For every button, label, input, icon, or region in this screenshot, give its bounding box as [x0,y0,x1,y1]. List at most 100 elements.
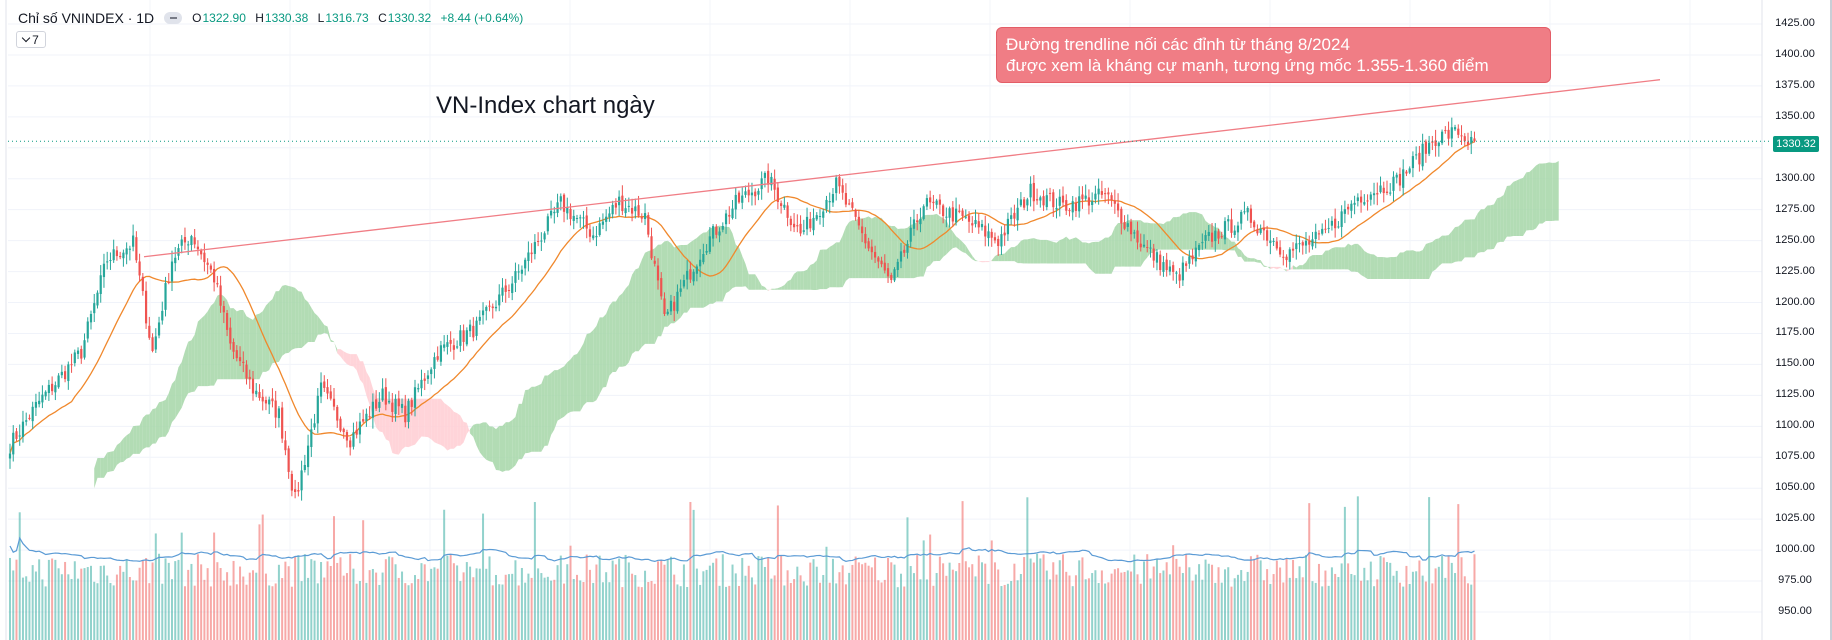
volume-bar [307,577,310,640]
ichimoku-cloud-segment [820,249,824,290]
resistance-trendline [143,79,1661,258]
volume-bar [906,517,909,640]
volume-bar [106,575,109,640]
candle-body [1359,196,1363,203]
volume-bar [893,564,896,640]
ichimoku-cloud-segment [230,308,234,380]
ichimoku-cloud-segment [265,301,270,372]
volume-bar [653,583,656,640]
volume-bar [608,582,611,640]
candle-body [663,298,666,314]
volume-bar [1019,573,1022,640]
ichimoku-cloud-segment [1043,239,1047,264]
volume-bar [1091,573,1094,640]
volume-bar [1155,559,1158,640]
candle-body [300,470,303,491]
volume-bar [9,557,11,640]
ichimoku-cloud-segment [1144,222,1148,262]
volume-bar [1379,556,1382,640]
ichimoku-cloud-segment [816,249,820,290]
candle-body [144,290,148,324]
candle-body [491,306,494,309]
candle-body [1159,254,1162,271]
volume-bar [1224,569,1226,640]
candle-body [997,238,1000,247]
price-tick-label: 1025.00 [1775,512,1815,525]
volume-bar [125,558,128,640]
volume-bar [1343,506,1346,640]
ichimoku-cloud-segment [233,308,237,380]
candle-body [880,260,883,265]
volume-bar [786,570,789,640]
volume-bar [1308,503,1311,640]
candle-body [822,211,825,218]
volume-bar [1220,582,1223,640]
candle-body [812,217,815,231]
ichimoku-cloud-segment [946,220,950,255]
candle-body [1424,141,1427,154]
ichimoku-cloud-segment [204,311,208,387]
volume-bar [255,572,258,640]
volume-bar [1450,562,1453,640]
ohlc-values: O1322.90 H1330.38 L1316.73 C1330.32 +8.4… [192,11,523,25]
volume-bar [1428,497,1431,640]
candle-body [89,313,93,323]
candle-body [893,269,896,281]
candle-body [1440,131,1444,144]
ichimoku-cloud-segment [842,226,846,288]
volume-bar [1104,583,1107,640]
volume-bar [1431,583,1434,640]
candle-body [656,265,660,281]
candle-body [1295,243,1298,250]
candle-body [562,194,566,212]
volume-bar [423,564,426,640]
candle-body [705,250,708,253]
volume-bar [527,573,530,640]
ichimoku-cloud-segment [181,350,185,408]
volume-bar [1081,557,1084,640]
ichimoku-cloud-segment [146,414,150,448]
volume-bar [1330,567,1333,640]
candle-body [1227,219,1230,222]
candle-body [148,325,151,338]
candle-body [258,392,261,398]
volume-bar [900,573,902,640]
ichimoku-cloud-segment [985,261,989,263]
volume-bar [1211,564,1214,640]
volume-bar [1117,568,1120,640]
price-tick-label: 1300.00 [1775,171,1815,184]
candle-body [170,261,174,282]
indicators-toggle-button[interactable]: 7 [16,31,46,48]
ichimoku-cloud-segment [1027,238,1031,264]
candle-body [342,428,345,433]
candle-body [1165,259,1168,271]
ichimoku-cloud-segment [486,422,490,462]
ichimoku-cloud-segment [609,301,613,376]
ichimoku-cloud-segment [589,330,594,403]
volume-bar [644,570,647,640]
candle-body [870,246,873,253]
candle-body [206,262,209,265]
candle-body [164,283,167,310]
candle-body [200,250,203,255]
symbol-title[interactable]: Chỉ số VNINDEX · 1D [18,10,155,26]
ichimoku-cloud-segment [586,333,590,403]
legend-toggle-icon[interactable] [164,12,183,24]
candle-body [481,310,485,316]
ichimoku-cloud-segment [453,411,458,449]
candle-body [1210,232,1214,242]
ichimoku-cloud-segment [1069,238,1073,264]
volume-bar [1317,563,1320,640]
candle-body [1146,247,1149,249]
volume-bar [925,579,928,640]
ichimoku-cloud-segment [1477,209,1481,254]
candle-body [734,194,737,210]
candle-body [433,357,436,369]
candle-body [128,248,131,250]
candle-body [284,440,287,451]
volume-bar [802,581,805,640]
candle-body [1123,222,1126,229]
ichimoku-cloud-segment [288,286,292,353]
